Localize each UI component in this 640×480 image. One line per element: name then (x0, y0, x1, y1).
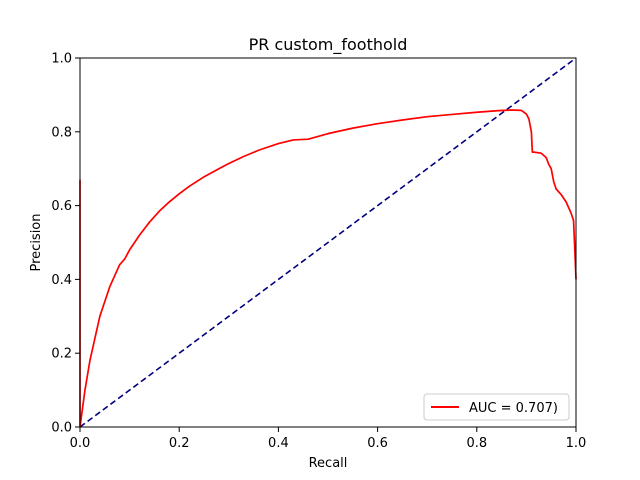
y-axis-label: Precision (29, 213, 44, 271)
legend: AUC = 0.707) (423, 393, 570, 421)
random-baseline-line (79, 57, 577, 428)
y-axis-ticks: 0.0 0.2 0.4 0.6 0.8 1.0 (51, 52, 80, 436)
legend-entry-label: AUC = 0.707) (469, 401, 558, 416)
x-axis-ticks: 0.0 0.2 0.4 0.6 0.8 1.0 (70, 427, 587, 451)
y-tick-label: 0.0 (51, 421, 72, 436)
pr-curve-line (79, 109, 577, 428)
axes-frame (79, 57, 577, 428)
y-tick-label: 0.4 (51, 273, 72, 288)
x-tick-label: 1.0 (566, 436, 587, 451)
series-layer (79, 57, 577, 428)
x-tick-label: 0.6 (367, 436, 388, 451)
x-tick-label: 0.4 (268, 436, 289, 451)
plot-area (79, 57, 577, 428)
y-tick-label: 0.6 (51, 199, 72, 214)
y-tick-label: 0.2 (51, 347, 72, 362)
x-tick-label: 0.2 (169, 436, 190, 451)
y-tick-label: 1.0 (51, 52, 72, 67)
x-axis-label: Recall (309, 456, 348, 471)
chart-title: PR custom_foothold (249, 35, 408, 55)
legend-box (423, 393, 570, 421)
x-tick-label: 0.8 (466, 436, 487, 451)
y-tick-label: 0.8 (51, 125, 72, 140)
x-tick-label: 0.0 (70, 436, 91, 451)
